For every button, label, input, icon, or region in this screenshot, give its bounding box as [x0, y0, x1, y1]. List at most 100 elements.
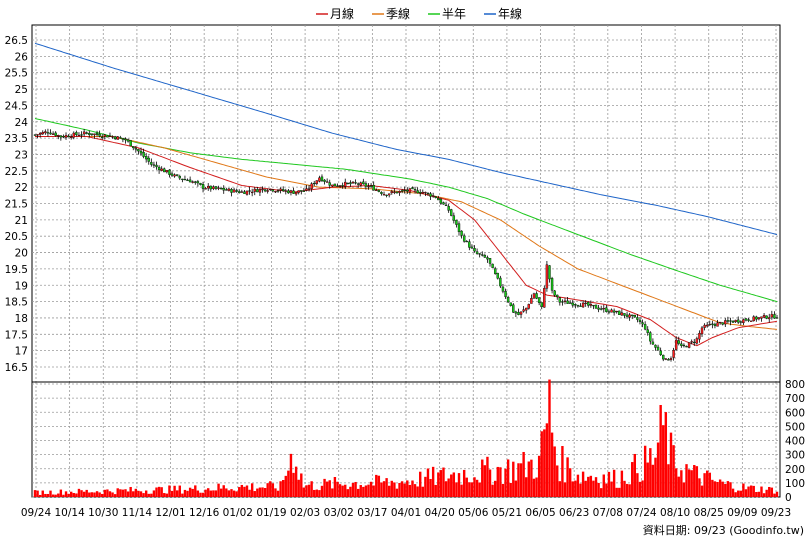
candle-body [263, 189, 267, 192]
volume-bar [126, 491, 130, 497]
candle-body [667, 359, 670, 361]
candle-body [558, 297, 562, 303]
volume-bar [705, 470, 709, 497]
candle-body [124, 138, 127, 141]
candle-body [677, 340, 680, 344]
volume-bar [553, 446, 556, 497]
candle-body [731, 320, 735, 323]
volume-bar [101, 493, 104, 497]
candle-body [612, 310, 616, 313]
candle-body [517, 311, 520, 315]
candle-body [95, 132, 99, 135]
candle-body [506, 297, 510, 303]
candle-body [703, 324, 706, 328]
candle-body [589, 304, 593, 306]
volume-bar [641, 480, 644, 497]
candle-body [535, 293, 538, 299]
volume-bar [765, 489, 768, 497]
candle-body [755, 316, 758, 320]
candle-body [375, 189, 378, 191]
volume-bar [442, 467, 445, 497]
volume-bar [724, 483, 727, 497]
candle-body [566, 300, 569, 304]
volume-bar [398, 482, 401, 497]
candle-body [144, 155, 148, 160]
candle-body [685, 346, 688, 348]
volume-bar [437, 472, 440, 497]
x-tick-label: 01/19 [256, 507, 286, 519]
volume-bar [429, 478, 432, 497]
volume-bar [493, 480, 497, 497]
candle-body [287, 190, 290, 194]
candle-body [129, 140, 132, 147]
volume-bar [57, 493, 60, 497]
candle-body [101, 136, 104, 138]
volume-bar [460, 484, 463, 497]
candle-body [620, 312, 624, 316]
candle-body [49, 132, 52, 135]
candle-body [284, 190, 287, 192]
volume-bar [589, 475, 593, 497]
volume-bar [349, 486, 352, 497]
volume-bar [625, 483, 629, 497]
candle-body [54, 132, 57, 136]
volume-bar [775, 491, 779, 497]
candle-body [256, 189, 259, 193]
candle-body [563, 300, 567, 302]
candle-body [693, 341, 696, 344]
candle-body [646, 329, 649, 333]
candle-body [705, 324, 709, 327]
candle-body [51, 133, 55, 135]
candle-body [359, 182, 362, 186]
price-tick-label: 26 [15, 51, 29, 63]
candle-body [431, 195, 435, 197]
volume-bar [33, 490, 37, 497]
candle-body [408, 188, 412, 193]
volume-bar [693, 465, 696, 497]
volume-bar [465, 477, 468, 497]
candle-body [512, 304, 515, 313]
volume-bar [44, 493, 47, 497]
data-date-footer: 資料日期: 09/23 (Goodinfo.tw) [643, 523, 804, 537]
candle-body [139, 150, 143, 154]
volume-bar [506, 459, 510, 497]
volume-bar [752, 485, 755, 497]
volume-bar [279, 481, 282, 497]
candle-body [209, 185, 213, 190]
volume-bar [385, 478, 388, 497]
candle-body [615, 310, 618, 313]
candle-body [519, 311, 523, 315]
volume-bar [341, 485, 344, 497]
candle-body [633, 315, 637, 318]
candle-body [390, 191, 393, 194]
candle-body [356, 183, 360, 185]
candle-body [690, 341, 693, 343]
candle-body [238, 191, 241, 193]
volume-bar [682, 482, 686, 497]
volume-bar [411, 480, 414, 497]
volume-bar [607, 471, 611, 497]
candle-body [718, 321, 722, 324]
candle-body [760, 316, 763, 319]
candle-body [765, 315, 768, 319]
candle-body [737, 319, 740, 323]
volume-bar [170, 490, 174, 497]
volume-bar [165, 493, 169, 497]
candle-body [387, 193, 391, 196]
candle-body [548, 265, 551, 280]
price-tick-label: 17 [15, 346, 28, 358]
x-tick-label: 12/16 [189, 507, 220, 519]
candle-body [385, 194, 388, 196]
volume-bar [346, 489, 350, 497]
volume-bar [452, 472, 456, 497]
candle-body [344, 181, 347, 187]
candle-body [501, 286, 505, 292]
volume-bar [274, 488, 277, 497]
candle-body [687, 342, 691, 348]
candle-body [537, 297, 541, 303]
volume-bar [731, 488, 735, 497]
candle-body [196, 181, 200, 184]
volume-bar [584, 480, 587, 497]
x-tick-label: 02/03 [290, 507, 320, 519]
candle-body [292, 190, 295, 194]
